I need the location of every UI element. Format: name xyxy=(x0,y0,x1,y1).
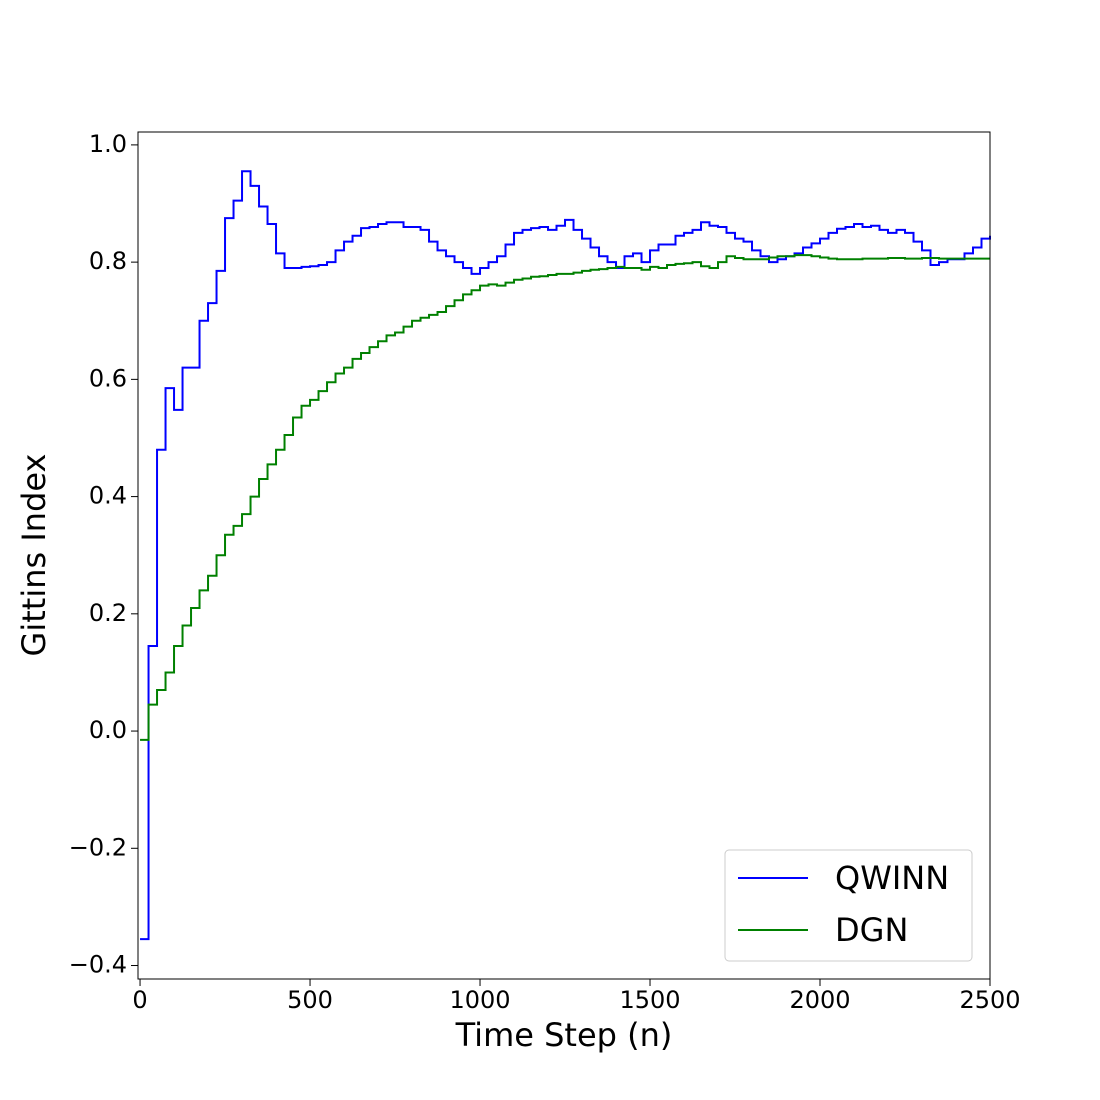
y-tick-label: 1.0 xyxy=(89,130,127,158)
x-tick-label: 2500 xyxy=(959,986,1020,1014)
legend-label: QWINN xyxy=(835,859,949,897)
y-tick-label: −0.4 xyxy=(69,951,127,979)
x-axis-label: Time Step (n) xyxy=(455,1016,673,1054)
y-tick-label: 0.6 xyxy=(89,364,127,392)
legend-label: DGN xyxy=(835,911,908,949)
plot-frame xyxy=(137,131,991,980)
y-tick-label: 0.8 xyxy=(89,247,127,275)
y-tick-label: 0.4 xyxy=(89,482,127,510)
y-tick-label: 0.2 xyxy=(89,599,127,627)
x-tick-label: 0 xyxy=(132,986,147,1014)
x-tick-label: 1500 xyxy=(619,986,680,1014)
y-tick-label: −0.2 xyxy=(69,833,127,861)
x-tick-label: 1000 xyxy=(449,986,510,1014)
step-line xyxy=(140,170,991,941)
y-axis-label: Gittins Index xyxy=(15,454,53,657)
step-line xyxy=(140,254,990,741)
y-tick-label: 0.0 xyxy=(89,716,127,744)
x-tick-label: 2000 xyxy=(789,986,850,1014)
x-tick-label: 500 xyxy=(287,986,333,1014)
